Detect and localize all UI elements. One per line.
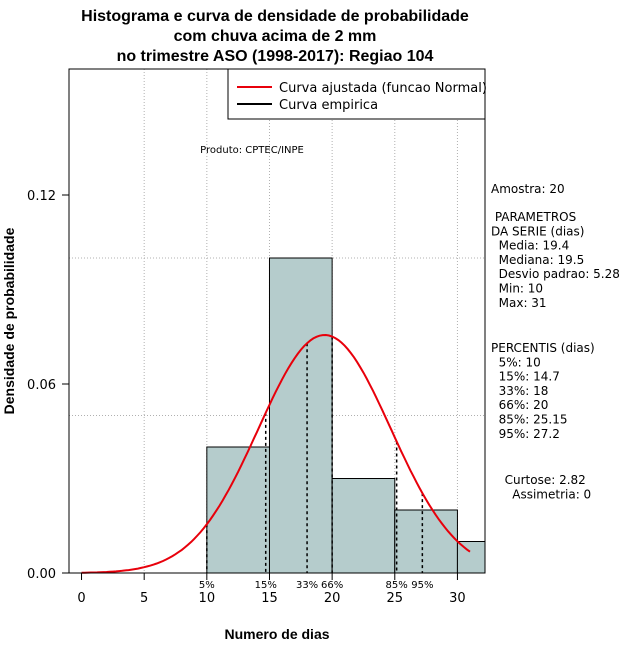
x-tick-label: 0 [77,591,85,606]
chart-title-line: Histograma e curva de densidade de proba… [81,8,469,25]
y-tick-label: 0.06 [27,378,56,393]
y-axis: 0.00 0.06 0.12 [27,189,70,582]
percentile-label: 33% [296,580,318,591]
x-tick-label: 25 [387,591,404,606]
chart-title-line: no trimestre ASO (1998-2017): Regiao 104 [117,48,434,65]
statistics-line: 95%: 27.2 [491,427,560,441]
x-tick-label: 15 [261,591,278,606]
y-axis-label: Densidade de probabilidade [1,227,17,414]
histogram-bars [206,257,486,574]
statistics-line: 66%: 20 [491,398,548,412]
x-tick-label: 5 [140,591,148,606]
statistics-line: 15%: 14.7 [491,370,560,384]
normal-curve-line [81,333,471,574]
x-tick-label: 10 [199,591,216,606]
statistics-line: 33%: 18 [491,384,548,398]
chart-title-line: com chuva acima de 2 mm [174,28,377,45]
legend-label: Curva ajustada (funcao Normal) [279,81,487,96]
histogram-bar [268,257,333,574]
statistics-line: 5%: 10 [491,355,541,369]
x-tick-label: 30 [449,591,466,606]
x-axis: 0 5 10 15 20 25 30 [77,572,466,606]
chart-title: Histograma e curva de densidade de proba… [81,8,469,65]
y-tick-label: 0.00 [27,567,56,582]
statistics-line: Media: 19.4 [491,239,569,253]
statistics-line: Curtose: 2.82 [497,473,586,487]
percentile-label: 66% [321,580,343,591]
statistics-line: Min: 10 [491,282,543,296]
statistics-line: PERCENTIS (dias) [491,341,595,355]
histogram-bar [331,478,396,574]
x-tick-label: 20 [324,591,341,606]
statistics-line: DA SERIE (dias) [491,224,584,238]
percentile-label: 5% [199,580,215,591]
legend-box [227,68,486,120]
statistics-line: Mediana: 19.5 [491,253,584,267]
product-annotation: Produto: CPTEC/INPE [200,145,304,156]
percentile-label: 15% [255,580,277,591]
statistics-line: Max: 31 [491,296,547,310]
legend-label: Curva empirica [279,98,378,113]
statistics-line: Amostra: 20 [491,182,565,196]
statistics-line: 85%: 25.15 [491,413,568,427]
legend: Curva ajustada (funcao Normal) Curva empi… [227,68,487,120]
x-axis-label: Numero de dias [224,626,329,642]
percentile-lines: 5% 15% 33% 66% 85% 95% [199,336,433,591]
percentile-label: 85% [386,580,408,591]
histogram-bar [394,509,458,574]
normal-curve [81,333,471,574]
statistics-line: Assimetria: 0 [497,487,591,501]
percentile-label: 95% [411,580,433,591]
statistics-line: PARAMETROS [491,210,576,224]
statistics-line: Desvio padrao: 5.28 [491,267,620,281]
y-tick-label: 0.12 [27,189,56,204]
